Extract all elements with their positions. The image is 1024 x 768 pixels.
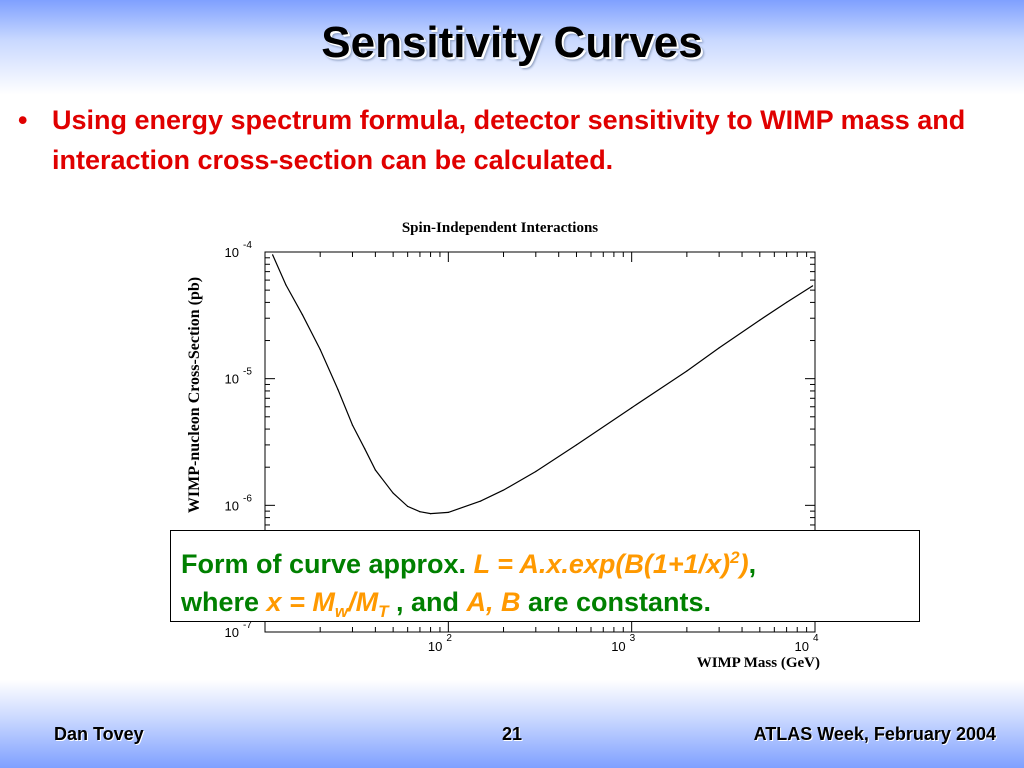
- series-point: [759, 319, 761, 321]
- where-text: where: [181, 587, 267, 617]
- x-tick-label-base: 10: [611, 639, 625, 654]
- plot-frame: [264, 251, 816, 633]
- x-sub-t: T: [378, 602, 389, 621]
- formula-sup: 2: [730, 548, 740, 567]
- series-point: [575, 444, 578, 446]
- series-line: [272, 254, 813, 515]
- series-point: [535, 470, 537, 473]
- series-point: [718, 347, 720, 349]
- x-tick-label-exp: 2: [446, 633, 452, 644]
- series-point: [502, 489, 505, 491]
- constants-text: are constants.: [520, 587, 712, 617]
- series-point: [392, 492, 394, 494]
- footer-author: Dan Tovey: [54, 724, 144, 744]
- bullet-symbol: •: [18, 105, 28, 135]
- series-point: [429, 513, 432, 515]
- series-point: [447, 511, 449, 513]
- formula-line-1: Form of curve approx. L = A.x.exp(B(1+1/…: [181, 539, 909, 583]
- x-tick-label-exp: 3: [630, 633, 636, 644]
- series-point: [285, 284, 287, 286]
- chart-title: Spin-Independent Interactions: [401, 220, 599, 236]
- footer-event: ATLAS Week, February 2004: [753, 724, 996, 744]
- constants-ab: A, B: [466, 587, 521, 617]
- formula-suffix: ,: [748, 549, 757, 579]
- slide-title: Sensitivity Curves: [321, 18, 703, 67]
- formula-main: L = A.x.exp(B(1+1/x): [473, 549, 731, 579]
- bullet-text: Using energy spectrum formula, detector …: [52, 105, 966, 175]
- x-sub-w: w: [334, 602, 349, 621]
- formula-line-2: where x = Mw/MT , and A, B are constants…: [181, 583, 909, 631]
- series-point: [407, 505, 409, 508]
- x-slash: /M: [348, 587, 379, 617]
- series-point: [337, 388, 339, 391]
- and-text: , and: [388, 587, 467, 617]
- footer-page-number: 21: [501, 724, 523, 744]
- x-tick-label-base: 10: [795, 639, 809, 654]
- series-points: [271, 254, 814, 515]
- tick-labels: 10 2 10 3 10 4 10 -4 10 -5 10 -6 10 -7: [225, 240, 819, 654]
- series-point: [301, 314, 304, 316]
- series-point: [631, 407, 633, 409]
- y-tick-label-exp: -7: [243, 620, 252, 631]
- series-point: [419, 511, 421, 513]
- y-axis-label: WIMP-nucleon Cross-Section (pb): [186, 276, 203, 514]
- series-point: [811, 285, 814, 287]
- bullet-point: • Using energy spectrum formula, detecto…: [18, 100, 978, 180]
- y-tick-label-exp: -4: [243, 240, 252, 251]
- formula-box: Form of curve approx. L = A.x.exp(B(1+1/…: [170, 530, 920, 622]
- y-tick-label-base: 10: [225, 372, 239, 387]
- series-point: [364, 448, 366, 450]
- formula-close: ): [739, 549, 749, 579]
- series-point: [480, 500, 482, 502]
- x-definition: x = M: [266, 587, 335, 617]
- series-point: [374, 469, 376, 471]
- series-point: [351, 424, 354, 426]
- y-tick-label-exp: -6: [243, 493, 252, 504]
- series-point: [686, 370, 688, 372]
- x-tick-label-exp: 4: [813, 633, 819, 644]
- series-point: [786, 301, 788, 304]
- y-tick-label-base: 10: [225, 245, 239, 260]
- series-point: [319, 348, 321, 351]
- formula-prefix: Form of curve approx.: [181, 549, 474, 579]
- x-axis-label: WIMP Mass (GeV): [696, 655, 820, 671]
- x-tick-label-base: 10: [428, 639, 442, 654]
- y-tick-label-base: 10: [225, 498, 239, 513]
- y-tick-label-base: 10: [225, 625, 239, 640]
- y-tick-label-exp: -5: [243, 367, 252, 378]
- series-point: [271, 254, 274, 256]
